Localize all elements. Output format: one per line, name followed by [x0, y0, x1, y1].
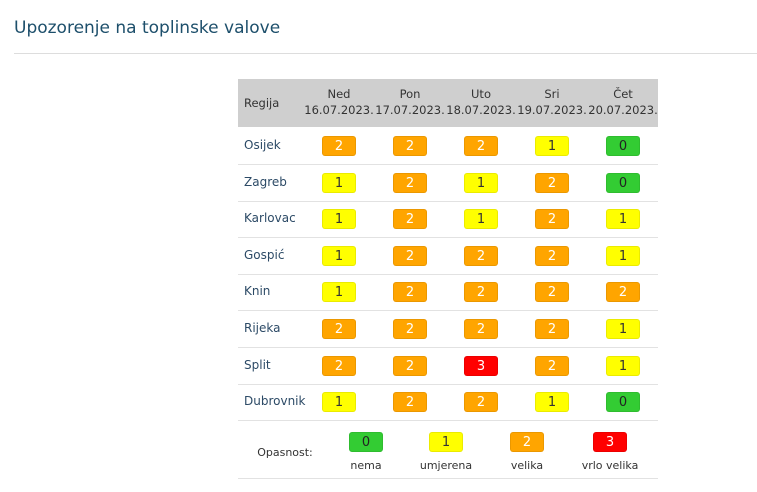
- level-badge: 1: [322, 209, 356, 230]
- legend-label: vrlo velika: [581, 459, 639, 472]
- region-label: Gospić: [244, 247, 285, 262]
- level-badge: 0: [606, 392, 640, 413]
- title-rule: [14, 53, 757, 54]
- legend-badge: 0: [349, 432, 383, 452]
- region-label: Osijek: [244, 138, 281, 152]
- level-badge: 1: [322, 282, 356, 303]
- region-label: Split: [244, 357, 271, 372]
- level-badge: 1: [464, 209, 498, 230]
- level-badge: 3: [464, 355, 498, 376]
- level-badge: 1: [322, 245, 356, 266]
- level-badge: 2: [535, 209, 569, 230]
- table-bottom: [238, 478, 658, 479]
- row-separator: [238, 164, 658, 165]
- level-badge: 2: [535, 172, 569, 193]
- level-badge: 2: [535, 355, 569, 376]
- column-day: Ned: [327, 87, 351, 101]
- level-badge: 2: [535, 245, 569, 266]
- level-badge: 1: [322, 172, 356, 193]
- legend-label: nema: [350, 459, 382, 472]
- level-badge: 0: [606, 172, 640, 193]
- level-badge: 2: [535, 319, 569, 339]
- column-date: 16.07.2023.: [304, 103, 374, 117]
- level-badge: 1: [464, 172, 498, 193]
- level-badge: 1: [606, 245, 640, 266]
- row-separator: [238, 200, 658, 202]
- level-badge: 0: [606, 136, 640, 156]
- region-label: Knin: [244, 284, 271, 299]
- column-day: Pon: [399, 87, 421, 101]
- level-badge: 1: [535, 392, 569, 413]
- region-header: Regija: [244, 96, 280, 110]
- level-badge: 2: [606, 282, 640, 303]
- row-separator: [238, 237, 658, 239]
- column-day: Čet: [613, 87, 633, 101]
- level-badge: 1: [606, 319, 640, 339]
- level-badge: 2: [464, 392, 498, 413]
- row-separator: [238, 383, 658, 385]
- level-badge: 2: [464, 245, 498, 266]
- level-badge: 2: [464, 319, 498, 339]
- level-badge: 2: [393, 282, 427, 303]
- column-day: Sri: [544, 87, 560, 101]
- legend-label: umjerena: [419, 459, 473, 472]
- region-label: Karlovac: [244, 211, 296, 226]
- level-badge: 2: [322, 319, 356, 339]
- level-badge: 2: [464, 136, 498, 156]
- level-badge: 2: [393, 355, 427, 376]
- legend-badge: 3: [593, 432, 627, 452]
- level-badge: 1: [322, 392, 356, 413]
- legend-badge: 1: [429, 432, 463, 452]
- legend-badge: 2: [510, 432, 544, 452]
- level-badge: 2: [393, 392, 427, 413]
- legend-title: Opasnost:: [257, 446, 313, 459]
- column-date: 20.07.2023.: [588, 103, 658, 117]
- level-badge: 2: [322, 355, 356, 376]
- level-badge: 2: [535, 282, 569, 303]
- level-badge: 1: [606, 209, 640, 230]
- column-date: 19.07.2023.: [517, 103, 587, 117]
- level-badge: 2: [322, 136, 356, 156]
- level-badge: 2: [393, 209, 427, 230]
- row-separator: [238, 420, 658, 422]
- level-badge: 1: [606, 355, 640, 376]
- row-separator: [238, 273, 658, 275]
- column-date: 18.07.2023.: [446, 103, 516, 117]
- region-label: Dubrovnik: [244, 394, 306, 409]
- level-badge: 2: [393, 245, 427, 266]
- row-separator: [238, 347, 658, 348]
- level-badge: 2: [393, 136, 427, 156]
- region-label: Zagreb: [244, 174, 287, 189]
- level-badge: 2: [464, 282, 498, 303]
- page-title: Upozorenje na toplinske valove: [14, 18, 281, 38]
- level-badge: 2: [393, 319, 427, 339]
- table-header-bg: [238, 79, 658, 127]
- legend-label: velika: [510, 459, 544, 472]
- level-badge: 2: [393, 172, 427, 193]
- row-separator: [238, 310, 658, 312]
- region-label: Rijeka: [244, 321, 281, 335]
- level-badge: 1: [535, 136, 569, 156]
- column-day: Uto: [471, 87, 491, 101]
- column-date: 17.07.2023.: [375, 103, 445, 117]
